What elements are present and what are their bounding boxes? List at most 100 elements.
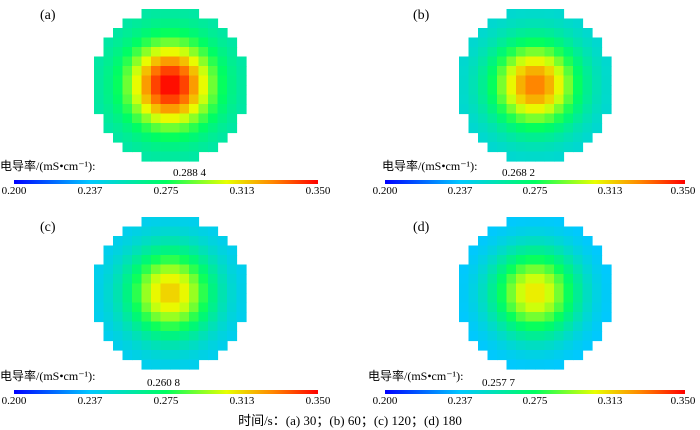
heatmap-cell [236,293,247,304]
heatmap-cell [468,264,479,275]
heatmap-cell [170,283,181,294]
heatmap-cell [554,226,565,237]
heatmap-cell [189,274,200,285]
heatmap-cell [179,274,190,285]
heatmap-cell [468,312,479,323]
heatmap-cell [544,340,555,351]
heatmap-cell [160,312,171,323]
heatmap-cell [516,94,527,105]
heatmap-cell [151,47,162,58]
heatmap-cell [478,283,489,294]
heatmap-cell [601,274,612,285]
heatmap-cell [601,66,612,77]
heatmap-cell [592,245,603,256]
panel-c: (c) 电导率/(mS•cm⁻¹): 0.260 8 0.200 0.237 0… [0,205,350,407]
heatmap-cell [94,302,105,313]
heatmap-cell [535,217,546,228]
heatmap-cell [516,113,527,124]
heatmap-cell [208,142,219,153]
heatmap-cell [227,94,238,105]
heatmap-cell [208,104,219,115]
heatmap-cell [227,255,238,266]
heatmap-cell [151,85,162,96]
heatmap-cell [582,283,593,294]
heatmap-cell [103,123,114,134]
heatmap-cell [189,142,200,153]
heatmap-cell [487,302,498,313]
heatmap-cell [151,359,162,370]
heatmap-cell [141,28,152,39]
heatmap-cell [544,331,555,342]
heatmap-cell [487,226,498,237]
heatmap-cell [160,151,171,162]
heatmap-cell [525,9,536,20]
heatmap-cell [544,75,555,86]
heatmap-cell [497,66,508,77]
heatmap-cell [170,56,181,67]
heatmap-cell [573,56,584,67]
heatmap-cell [516,132,527,143]
heatmap-cell [141,9,152,20]
heatmap-cell [573,245,584,256]
heatmap-cell [217,236,228,247]
heatmap-cell [198,236,209,247]
heatmap-cell [103,321,114,332]
heatmap-cell [563,331,574,342]
heatmap-cell [179,75,190,86]
heatmap-cell [94,264,105,275]
heatmap-cell [592,123,603,134]
heatmap-cell [573,66,584,77]
heatmap-cell [516,283,527,294]
heatmap-cell [544,255,555,266]
heatmap-cell [592,283,603,294]
heatmap-cell [103,56,114,67]
heatmap-cell [592,274,603,285]
heatmap-cell [525,293,536,304]
heatmap-cell [592,104,603,115]
heatmap-cell [227,37,238,48]
heatmap-cell [94,274,105,285]
heatmap-cell [525,85,536,96]
heatmap-cell [198,94,209,105]
heatmap-cell [103,255,114,266]
heatmap-cell [141,293,152,304]
panel-label: (c) [40,220,56,235]
heatmap-cell [525,75,536,86]
heatmap-cell [506,312,517,323]
heatmap-cell [179,264,190,275]
heatmap-cell [516,359,527,370]
heatmap-cell [592,302,603,313]
heatmap-cell [478,236,489,247]
heatmap-cell [459,274,470,285]
heatmap-cell [189,226,200,237]
heatmap-cell [236,66,247,77]
heatmap-cell [151,28,162,39]
heatmap-cell [497,350,508,361]
heatmap-cell [141,236,152,247]
heatmap-cell [132,37,143,48]
heatmap-cell [103,302,114,313]
heatmap-cell [132,104,143,115]
colorbar-gradient [385,180,685,184]
heatmap-cell [554,293,565,304]
heatmap-cell [94,94,105,105]
heatmap-cell [160,113,171,124]
heatmap-cell [478,47,489,58]
heatmap-cell [478,340,489,351]
heatmap-cell [544,9,555,20]
heatmap-cell [468,94,479,105]
heatmap-cell [141,321,152,332]
heatmap-cell [506,151,517,162]
heatmap-cell [179,142,190,153]
heatmap-cell [103,312,114,323]
heatmap-cell [198,321,209,332]
heatmap-cell [592,37,603,48]
heatmap-cell [179,47,190,58]
heatmap-cell [189,28,200,39]
heatmap-cell [179,56,190,67]
heatmap-cell [132,321,143,332]
heatmap-cell [573,293,584,304]
heatmap-cell [497,37,508,48]
heatmap-cell [160,142,171,153]
heatmap-cell [151,75,162,86]
